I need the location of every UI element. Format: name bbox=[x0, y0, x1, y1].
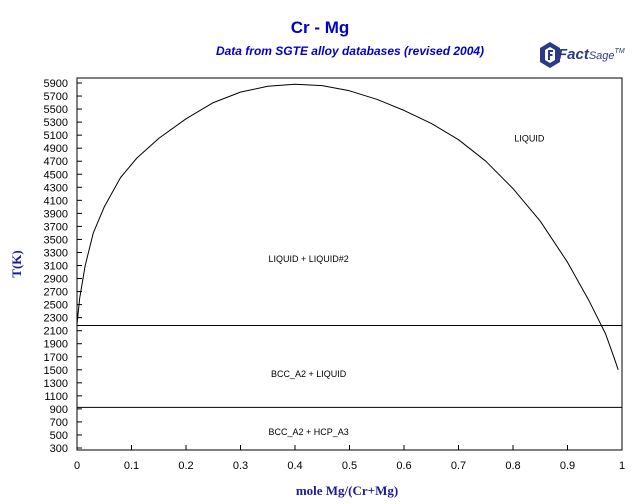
x-tick-label: 0.3 bbox=[233, 460, 248, 472]
x-tick-label: 0.6 bbox=[396, 460, 411, 472]
y-tick-label: 2700 bbox=[44, 287, 68, 299]
logo-trademark: TM bbox=[614, 48, 625, 55]
y-tick-label: 3300 bbox=[44, 247, 68, 259]
x-axis-label: mole Mg/(Cr+Mg) bbox=[296, 483, 398, 498]
y-tick-label: 2100 bbox=[44, 326, 68, 338]
phase-region-label: LIQUID bbox=[514, 134, 545, 144]
logo-product: Sage bbox=[588, 50, 615, 62]
y-tick-label: 1700 bbox=[44, 352, 68, 364]
y-tick-label: 2300 bbox=[44, 313, 68, 325]
y-tick-label: 2500 bbox=[44, 300, 68, 312]
y-tick-label: 500 bbox=[50, 430, 68, 442]
y-tick-label: 4100 bbox=[44, 195, 68, 207]
y-tick-label: 1500 bbox=[44, 365, 68, 377]
x-tick-label: 0.4 bbox=[287, 460, 302, 472]
y-tick-label: 1900 bbox=[44, 339, 68, 351]
y-tick-label: 2900 bbox=[44, 274, 68, 286]
x-tick-label: 0.9 bbox=[560, 460, 575, 472]
x-tick-label: 1 bbox=[619, 460, 625, 472]
miscibility-gap-curve bbox=[76, 83, 619, 370]
x-tick-label: 0.2 bbox=[178, 460, 193, 472]
y-tick-label: 3900 bbox=[44, 208, 68, 220]
y-tick-label: 5900 bbox=[44, 78, 68, 90]
x-tick-label: 0.8 bbox=[505, 460, 520, 472]
phase-region-label: BCC_A2 + HCP_A3 bbox=[268, 427, 348, 437]
factsage-logo-icon bbox=[540, 42, 560, 68]
y-tick-label: 300 bbox=[50, 443, 68, 455]
y-axis-label: T(K) bbox=[9, 250, 24, 277]
y-tick-label: 4900 bbox=[44, 143, 68, 155]
y-tick-label: 3100 bbox=[44, 261, 68, 273]
plot-frame bbox=[76, 77, 623, 451]
y-tick-label: 700 bbox=[50, 417, 68, 429]
y-tick-label: 5300 bbox=[44, 117, 68, 129]
chart-subtitle: Data from SGTE alloy databases (revised … bbox=[215, 44, 485, 58]
y-tick-label: 1100 bbox=[44, 391, 68, 403]
y-tick-label: 5100 bbox=[44, 130, 68, 142]
chart-title: Cr - Mg bbox=[290, 18, 350, 37]
y-tick-label: 5700 bbox=[44, 91, 68, 103]
y-tick-label: 1300 bbox=[44, 378, 68, 390]
phase-region-label: LIQUID + LIQUID#2 bbox=[268, 254, 348, 264]
x-tick-label: 0.5 bbox=[342, 460, 357, 472]
phase-region-label: BCC_A2 + LIQUID bbox=[271, 369, 347, 379]
y-tick-label: 5500 bbox=[44, 104, 68, 116]
y-tick-label: 900 bbox=[50, 404, 68, 416]
y-tick-label: 4300 bbox=[44, 182, 68, 194]
logo-brand: Fact bbox=[558, 46, 589, 63]
y-tick-label: 3500 bbox=[44, 234, 68, 246]
x-tick-label: 0 bbox=[74, 460, 80, 472]
y-tick-label: 3700 bbox=[44, 221, 68, 233]
y-tick-label: 4700 bbox=[44, 156, 68, 168]
y-tick-label: 4500 bbox=[44, 169, 68, 181]
factsage-logo: FactSageTM bbox=[538, 38, 628, 74]
x-tick-label: 0.1 bbox=[124, 460, 139, 472]
x-tick-label: 0.7 bbox=[451, 460, 466, 472]
